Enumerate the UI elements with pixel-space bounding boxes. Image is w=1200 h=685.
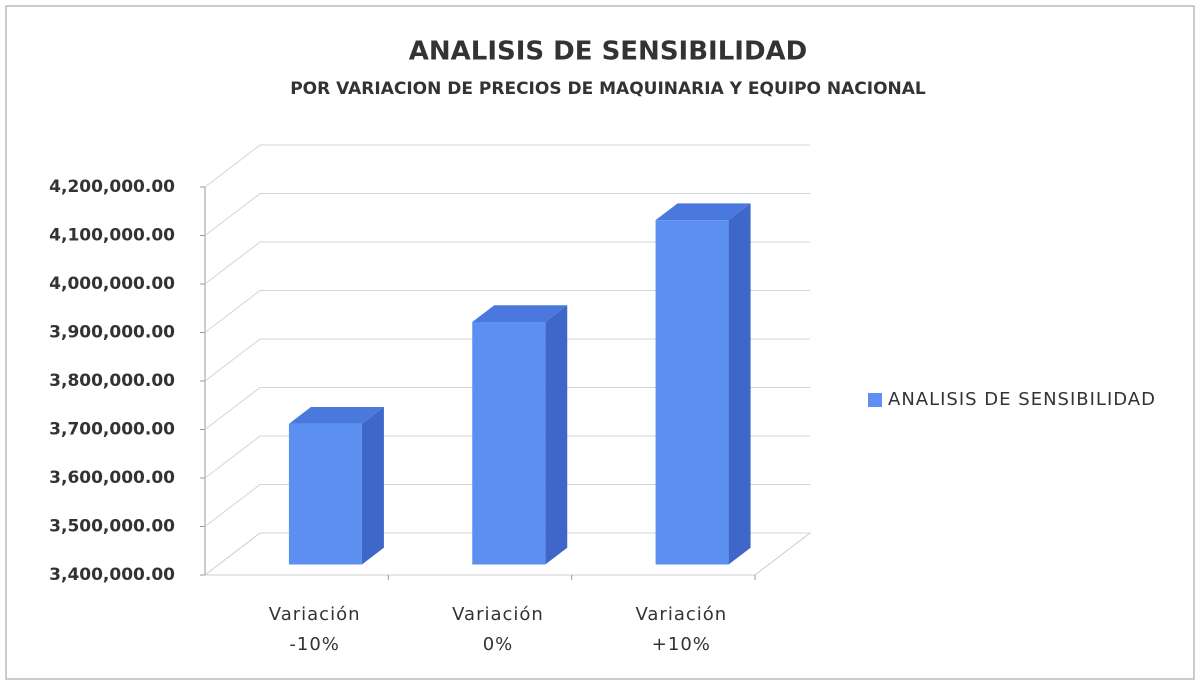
y-tick-label: 3,400,000.00 (49, 565, 175, 585)
bar-top (288, 407, 384, 424)
bar-front (288, 423, 362, 565)
x-tick-label: Variación 0% (452, 604, 544, 655)
grid-line (204, 290, 810, 333)
grid-line (204, 532, 810, 576)
chart-frame (5, 5, 1195, 680)
bar-side (728, 203, 751, 565)
bar-side (545, 305, 568, 565)
grid-line (204, 144, 810, 188)
grid-line (204, 484, 810, 527)
x-tick-label: Variación +10% (635, 604, 728, 655)
bar-top (472, 305, 568, 322)
grid-line (204, 387, 810, 430)
x-tick-label: Variación -10% (268, 604, 361, 655)
y-tick-label: 4,100,000.00 (49, 226, 175, 246)
legend-swatch (868, 393, 882, 407)
y-tick-label: 3,900,000.00 (49, 323, 175, 343)
grid-line (204, 193, 810, 236)
chart-subtitle: POR VARIACION DE PRECIOS DE MAQUINARIA Y… (290, 79, 926, 99)
y-tick-label: 3,500,000.00 (49, 517, 175, 537)
bar (472, 305, 568, 565)
bar-front (472, 322, 546, 565)
legend-label: ANALISIS DE SENSIBILIDAD (888, 389, 1156, 410)
y-tick-label: 4,200,000.00 (49, 177, 175, 197)
bar-side (361, 407, 384, 565)
grid-line (204, 435, 810, 479)
chart-title: ANALISIS DE SENSIBILIDAD (409, 37, 807, 67)
y-tick-label: 3,700,000.00 (49, 420, 175, 440)
bar (288, 407, 384, 565)
bar-top (655, 203, 751, 221)
bar (655, 203, 751, 565)
bar-front (655, 220, 729, 565)
grid-line (204, 338, 810, 382)
y-tick-label: 3,600,000.00 (49, 468, 175, 488)
grid-line (204, 241, 810, 285)
y-tick-label: 3,800,000.00 (49, 371, 175, 391)
y-tick-label: 4,000,000.00 (49, 274, 175, 294)
